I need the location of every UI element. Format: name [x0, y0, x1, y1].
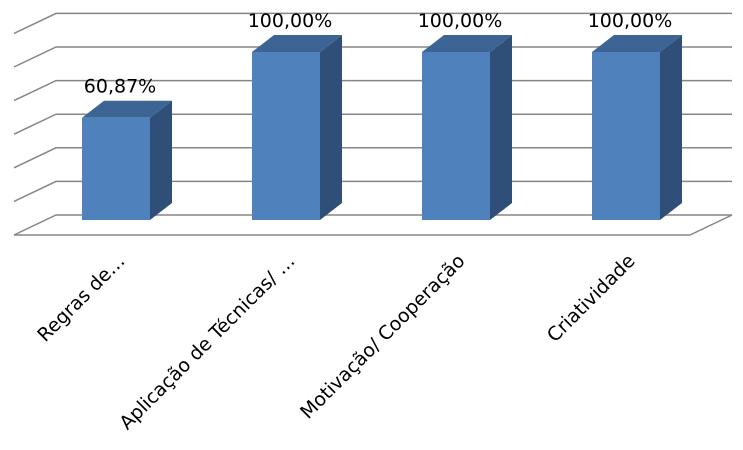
chart-category-labels: Regras de…Aplicação de Técnicas/ …Motiva… [33, 250, 639, 434]
chart-gridlines [13, 12, 733, 236]
data-label: 100,00% [418, 10, 503, 32]
gridline [13, 214, 733, 236]
category-label: Criatividade [543, 250, 640, 347]
bar [82, 100, 172, 220]
bar [422, 35, 512, 220]
chart-data-labels: 60,87% 100,00% 100,00% 100,00% [84, 10, 673, 98]
chart-bars [82, 35, 682, 220]
category-label: Motivação/ Cooperação [296, 250, 469, 423]
data-label: 100,00% [248, 10, 333, 32]
category-label: Aplicação de Técnicas/ … [115, 250, 299, 434]
data-label: 60,87% [84, 76, 156, 98]
category-label: Regras de… [33, 250, 129, 346]
data-label: 100,00% [588, 10, 673, 32]
bar [592, 35, 682, 220]
bar [252, 35, 342, 220]
gridline [13, 12, 732, 35]
